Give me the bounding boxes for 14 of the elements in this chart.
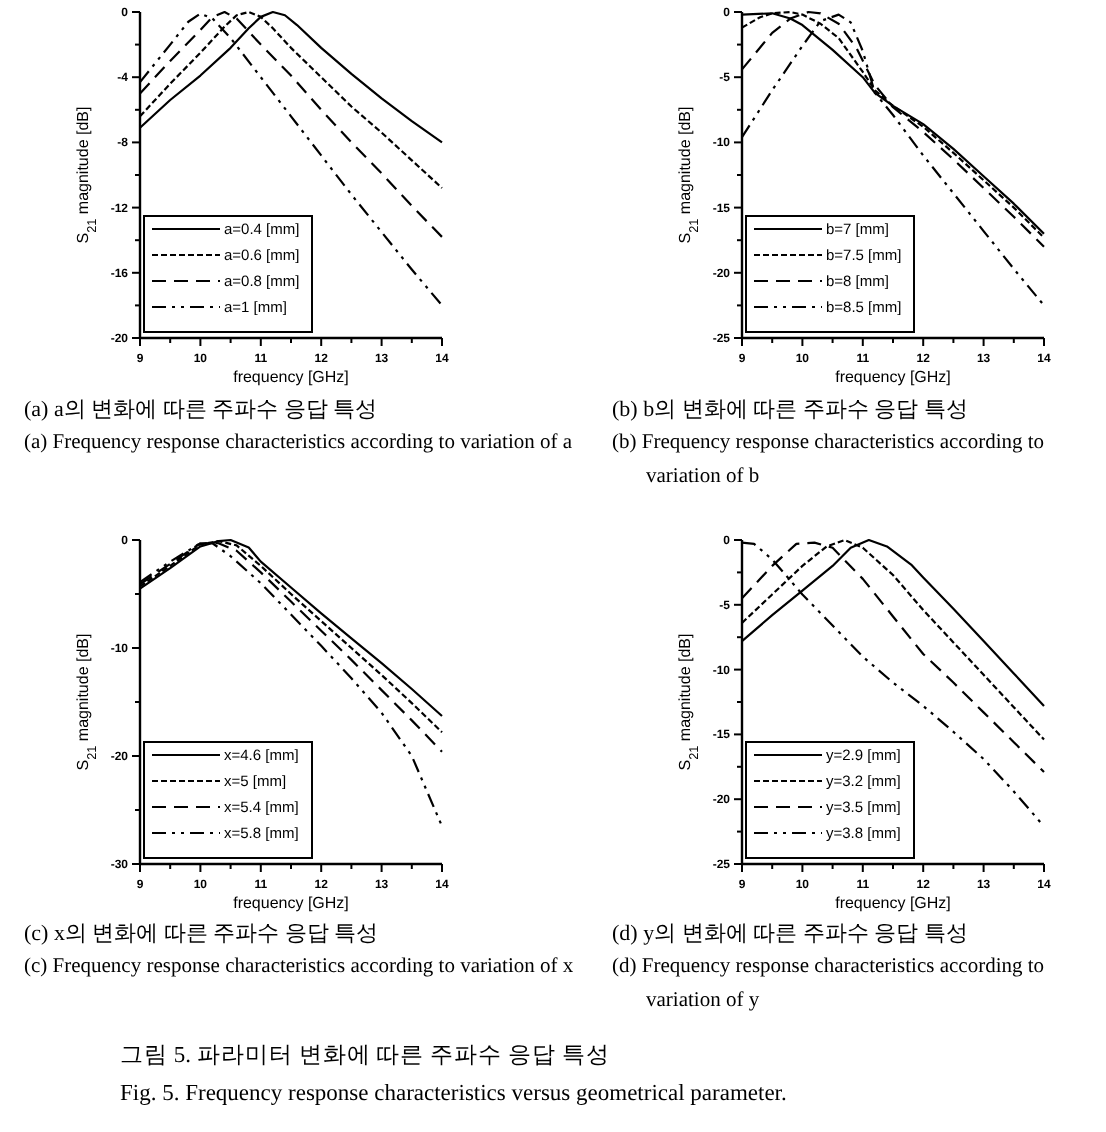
x-axis-title: frequency [GHz] [835, 894, 951, 912]
text: (d) y의 변화에 따른 주파수 응답 특성 [612, 922, 968, 946]
text: (a) a의 변화에 따른 주파수 응답 특성 [24, 398, 378, 422]
text: (d) Frequency response characteristics according to variation of y [612, 956, 1045, 1012]
text: (a) Frequency response characteristics according to variation of a [24, 432, 573, 454]
text: (c) x의 변화에 따른 주파수 응답 특성 [24, 922, 379, 946]
x-axis-title: frequency [GHz] [835, 368, 951, 386]
x-axis-title: frequency [GHz] [233, 894, 349, 912]
caption: 그림 5. 파라미터 변화에 따른 주파수 응답 특성 [120, 1044, 610, 1068]
caption: Fig. 5. Frequency response characteristics versus geometrical parameter. [120, 1082, 787, 1106]
text: (c) Frequency response characteristics according to variation of x [24, 956, 575, 978]
x-axis-title: frequency [GHz] [233, 368, 349, 386]
text: (b) Frequency response characteristics according to variation of b [612, 432, 1045, 488]
text: (b) b의 변화에 따른 주파수 응답 특성 [612, 398, 968, 422]
